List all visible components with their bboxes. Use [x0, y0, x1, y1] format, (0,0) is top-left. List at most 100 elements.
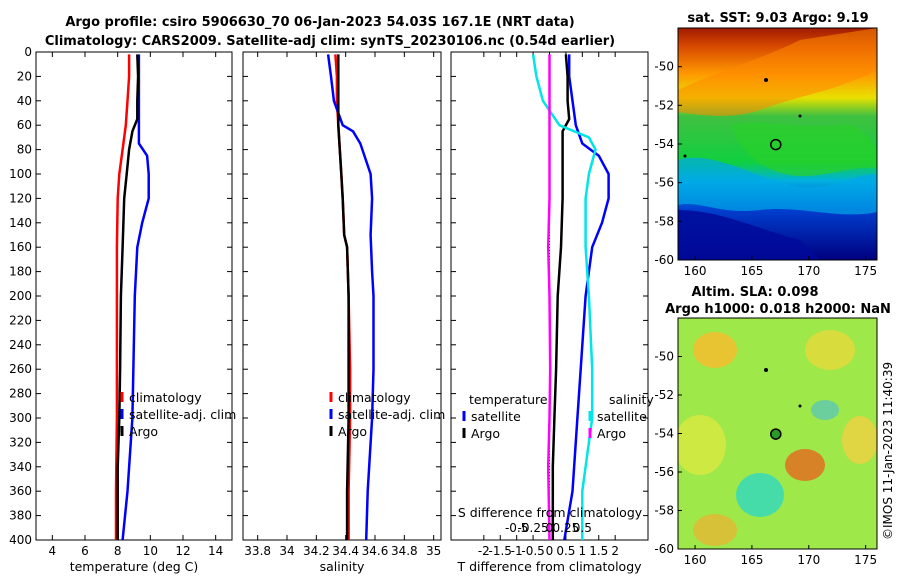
- y-tick-label: 340: [9, 460, 32, 474]
- map-x-tick-label: 170: [797, 264, 820, 278]
- y-tick-label: 320: [9, 435, 32, 449]
- x-tick-label: -1.5: [489, 544, 512, 558]
- sst-map-title: sat. SST: 9.03 Argo: 9.19: [687, 11, 868, 26]
- map-y-tick-label: -52: [654, 98, 674, 112]
- x-tick-label: 10: [143, 544, 158, 558]
- series-line: [337, 54, 350, 540]
- sst-warm-tongue: [678, 28, 877, 116]
- x-axis-label: salinity: [320, 559, 365, 574]
- sla-map-title-2: Argo h1000: 0.018 h2000: NaN: [665, 302, 891, 317]
- legend-label: Argo: [338, 424, 367, 439]
- legend-label: Argo: [129, 424, 158, 439]
- y-tick-label: 360: [9, 484, 32, 498]
- y-tick-label: 380: [9, 509, 32, 523]
- sla-blob-3: [785, 449, 825, 481]
- sla-blob-7: [811, 400, 839, 420]
- series-line: [116, 54, 140, 540]
- y-tick-label: 200: [9, 289, 32, 303]
- x-tick-label: 1.5: [589, 544, 608, 558]
- series-line: [114, 54, 131, 540]
- s-tick-label: -0.5: [505, 521, 528, 535]
- series-line: [546, 54, 552, 541]
- sla-blob-2: [805, 330, 855, 370]
- sst-map-axes: 160 165 170 175 -50 -52 -54 -56 -58 -60: [654, 60, 877, 278]
- x-tick-label: -1: [511, 544, 523, 558]
- sst-float-track-2: [798, 114, 802, 118]
- panel-difference: -2-1.5-1-0.5 0 0.5 1 1.5 2T difference from c…: [450, 51, 654, 574]
- x-tick-label: 6: [81, 544, 89, 558]
- x-tick-label: 35: [426, 544, 441, 558]
- legend-label: satellite-adj. clim: [129, 407, 236, 422]
- y-tick-label: 160: [9, 240, 32, 254]
- series-line: [531, 54, 597, 540]
- imos-credit: ©IMOS 11-Jan-2023 11:40:39: [881, 362, 895, 540]
- panel-temperature: 0 20 40 60 80 100 120 140 160 180 200 220 240 260 280 3…: [9, 45, 236, 574]
- sst-float-marker: [770, 138, 782, 151]
- legend-label: climatology: [129, 390, 202, 405]
- y-tick-label: 220: [9, 313, 32, 327]
- map-y-tick-label: -60: [654, 542, 674, 556]
- sla-blob-6: [693, 514, 737, 546]
- y-tick-label: 180: [9, 265, 32, 279]
- profile-panels: 0204060801001201401601802002202402602803…: [9, 45, 654, 574]
- x-tick-label: 0: [546, 544, 554, 558]
- sst-map: [678, 28, 877, 260]
- map-y-tick-label: -50: [654, 60, 674, 74]
- legend-label: Argo: [597, 426, 626, 441]
- x-axis-label: T difference from climatology: [456, 559, 642, 574]
- s-tick-label: 0.25: [553, 521, 580, 535]
- map-x-tick-label: 170: [797, 553, 820, 567]
- y-tick-label: 240: [9, 338, 32, 352]
- sla-float-marker: [770, 428, 782, 440]
- map-x-tick-label: 175: [854, 553, 877, 567]
- y-tick-label: 40: [17, 94, 32, 108]
- sla-map-axes: 160 165 170 175 -50 -52 -54 -56 -58 -60: [654, 350, 877, 568]
- y-tick-label: 100: [9, 167, 32, 181]
- map-x-tick-label: 175: [854, 264, 877, 278]
- sst-cold-southwest: [678, 210, 820, 260]
- map-y-tick-label: -54: [654, 427, 674, 441]
- sla-blob-8: [842, 416, 877, 464]
- title-line-1: Argo profile: csiro 5906630_70 06-Jan-20…: [65, 15, 574, 30]
- x-tick-label: 34.4: [332, 544, 359, 558]
- legend-label: satellite: [471, 409, 521, 424]
- y-tick-label: 300: [9, 411, 32, 425]
- s-axis-label: S difference from climatology: [458, 505, 643, 520]
- map-y-tick-label: -58: [654, 504, 674, 518]
- map-y-tick-label: -60: [654, 253, 674, 267]
- map-y-tick-label: -58: [654, 214, 674, 228]
- x-tick-label: 34: [279, 544, 294, 558]
- sla-blob-1: [693, 332, 737, 368]
- series-line: [551, 54, 571, 540]
- y-tick-label: 260: [9, 362, 32, 376]
- map-y-tick-label: -56: [654, 176, 674, 190]
- sst-mid-green: [730, 122, 877, 177]
- title-line-2: Climatology: CARS2009. Satellite-adj cli…: [45, 34, 615, 49]
- x-tick-label: 8: [114, 544, 122, 558]
- map-x-tick-label: 160: [684, 553, 707, 567]
- sst-cool-band: [678, 157, 877, 215]
- y-tick-label: 60: [17, 118, 32, 132]
- x-tick-label: 2: [611, 544, 619, 558]
- map-y-tick-label: -56: [654, 465, 674, 479]
- x-tick-label: 34.2: [303, 544, 330, 558]
- sla-map-title-1: Altim. SLA: 0.098: [692, 285, 819, 300]
- x-tick-label: 33.8: [244, 544, 271, 558]
- series-line: [326, 54, 375, 541]
- legend-label: satellite-adj. clim: [338, 407, 445, 422]
- y-tick-label: 80: [17, 143, 32, 157]
- y-tick-label: 120: [9, 191, 32, 205]
- x-tick-label: -2: [478, 544, 490, 558]
- series-line: [563, 54, 610, 541]
- x-tick-label: 0.5: [556, 544, 575, 558]
- legend-label: satellite: [597, 409, 647, 424]
- map-x-tick-label: 160: [684, 264, 707, 278]
- legend-label: climatology: [338, 390, 411, 405]
- sla-blob-5: [678, 415, 726, 475]
- legend-title-temperature: temperature: [469, 392, 548, 407]
- map-x-tick-label: 165: [740, 553, 763, 567]
- map-y-tick-label: -52: [654, 388, 674, 402]
- x-axis-label: temperature (deg C): [70, 559, 199, 574]
- sla-float-track-2: [798, 404, 802, 408]
